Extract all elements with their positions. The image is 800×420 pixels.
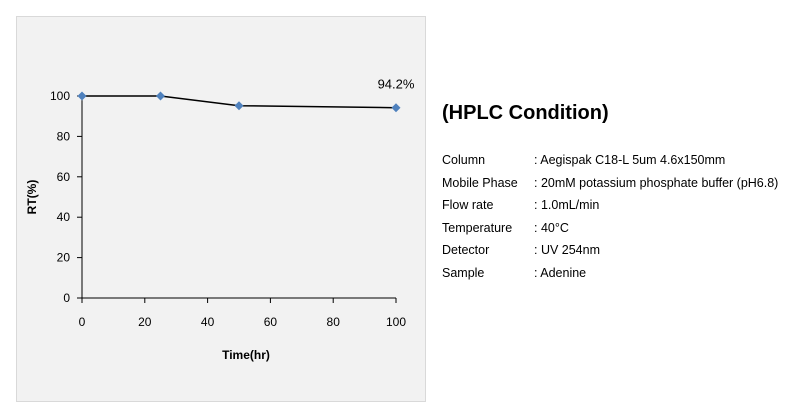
chart-series <box>77 91 401 113</box>
condition-key: Flow rate <box>442 198 494 213</box>
data-point <box>77 91 87 101</box>
condition-row-sample: Sample : Adenine <box>442 262 792 285</box>
y-tick-label: 60 <box>57 170 71 184</box>
y-axis-title: RT(%) <box>25 180 39 215</box>
conditions-title: (HPLC Condition) <box>442 102 609 124</box>
condition-value: : 1.0mL/min <box>534 198 600 213</box>
series-line <box>82 95 397 109</box>
condition-value: : Aegispak C18-L 5um 4.6x150mm <box>534 153 726 167</box>
y-tick-label: 0 <box>63 291 70 305</box>
x-axis-title: Time(hr) <box>222 348 270 362</box>
condition-row-mobile-phase: Mobile Phase : 20mM potassium phosphate … <box>442 172 792 195</box>
x-tick-label: 80 <box>327 315 341 329</box>
x-tick-label: 60 <box>264 315 278 329</box>
x-tick-label: 20 <box>138 315 152 329</box>
y-tick-label: 40 <box>57 210 71 224</box>
condition-row-column: Column : Aegispak C18-L 5um 4.6x150mm <box>442 149 792 172</box>
condition-value: : 40°C <box>534 220 569 235</box>
data-point <box>234 101 244 111</box>
x-tick-label: 0 <box>79 315 86 329</box>
condition-value: : UV 254nm <box>534 243 601 258</box>
chart-labels: Time(hr) RT(%) 94.2% <box>25 77 415 362</box>
condition-row-temperature: Temperature : 40°C <box>442 217 792 240</box>
data-label: 94.2% <box>378 77 415 92</box>
condition-value: : Adenine <box>534 265 587 280</box>
condition-value: : 20mM potassium phosphate buffer (pH6.8… <box>534 175 779 190</box>
condition-key: Detector <box>442 243 490 258</box>
condition-key: Temperature <box>442 220 513 235</box>
y-tick-label: 80 <box>57 129 71 143</box>
hplc-conditions: (HPLC Condition) Column : Aegispak C18-L… <box>442 102 792 285</box>
chart-panel: 0 20 40 60 80 100 0 20 40 60 80 100 Time(hr) RT(%) 94… <box>16 16 426 402</box>
chart-ticks: 0 20 40 60 80 100 0 20 40 60 80 100 <box>50 89 406 329</box>
x-tick-label: 100 <box>386 315 406 329</box>
y-tick-label: 100 <box>50 89 70 103</box>
data-point <box>391 103 401 113</box>
chart-axes <box>81 96 396 299</box>
condition-key: Column <box>442 153 486 167</box>
condition-key: Sample <box>442 265 485 280</box>
line-chart: 0 20 40 60 80 100 0 20 40 60 80 100 Time(hr) RT(%) 94… <box>25 77 415 362</box>
data-point <box>156 91 165 101</box>
y-tick-label: 20 <box>57 251 71 265</box>
condition-row-flow-rate: Flow rate : 1.0mL/min <box>442 194 792 217</box>
x-tick-label: 40 <box>201 315 215 329</box>
condition-key: Mobile Phase <box>442 175 518 190</box>
condition-row-detector: Detector : UV 254nm <box>442 239 792 262</box>
